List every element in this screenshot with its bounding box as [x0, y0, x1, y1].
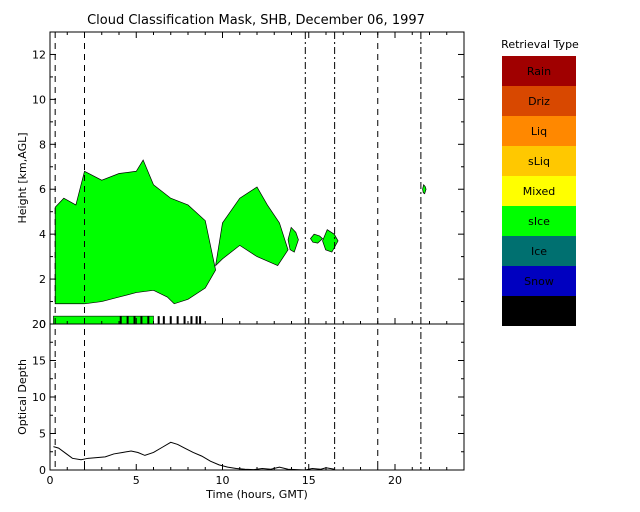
top-y-tick-label-3: 6	[39, 183, 46, 196]
top-y-tick-label-5: 10	[32, 93, 46, 106]
legend-swatch-snow	[502, 266, 576, 296]
legend-label-driz: Driz	[528, 95, 550, 108]
legend-label-sice: sIce	[528, 215, 550, 228]
bottom-x-tick-label-2: 10	[216, 474, 230, 487]
uncertain-mark-12	[199, 316, 202, 324]
uncertain-mark-0	[119, 316, 122, 324]
legend-swatch-rain	[502, 56, 576, 86]
legend-swatch-liq	[502, 116, 576, 146]
bottom-y-tick-label-3: 15	[32, 355, 46, 368]
cloud-patch-1	[310, 233, 324, 244]
legend-label-rain: Rain	[527, 65, 551, 78]
top-y-tick-label-4: 8	[39, 138, 46, 151]
bottom-y-axis-label: Optical Depth	[16, 359, 29, 435]
cloud-patch-2	[322, 229, 339, 253]
bottom-plot-frame	[49, 323, 465, 471]
optical-depth-line	[53, 441, 335, 470]
cloud-mass-extension	[215, 186, 289, 267]
legend-swatch-ice	[502, 236, 576, 266]
surface-band	[53, 315, 154, 324]
bottom-y-tick-label-2: 10	[32, 391, 46, 404]
x-axis-label: Time (hours, GMT)	[205, 488, 308, 501]
top-y-tick-label-0: 0	[39, 318, 46, 331]
legend-label-ice: Ice	[531, 245, 547, 258]
uncertain-mark-8	[176, 316, 179, 324]
bottom-x-tick-label-1: 5	[133, 474, 140, 487]
legend-label-sliq: sLiq	[528, 155, 550, 168]
bottom-y-tick-label-0: 0	[39, 464, 46, 477]
legend-label-mixed: Mixed	[523, 185, 555, 198]
legend-swatch-sice	[502, 206, 576, 236]
legend-swatch-uncrt	[502, 296, 576, 326]
uncertain-mark-6	[162, 316, 165, 324]
uncertain-mark-3	[140, 316, 143, 324]
legend-swatch-sliq	[502, 146, 576, 176]
uncertain-mark-7	[169, 316, 172, 324]
legend: Retrieval Type Rain Driz Liq sLiq Mixed sIce I…	[501, 38, 579, 326]
top-y-tick-label-6: 12	[32, 48, 46, 61]
legend-label-snow: Snow	[524, 275, 554, 288]
cloud-patch-0	[287, 226, 299, 253]
uncertain-mark-11	[195, 316, 198, 324]
top-y-tick-label-2: 4	[39, 228, 46, 241]
bottom-x-tick-label-3: 15	[302, 474, 316, 487]
cloud-patch-3	[422, 183, 427, 195]
uncertain-mark-4	[147, 316, 150, 324]
bottom-x-tick-label-0: 0	[47, 474, 54, 487]
bottom-y-tick-label-1: 5	[39, 428, 46, 441]
top-y-tick-label-1: 2	[39, 273, 46, 286]
top-y-axis-label: Height [km,AGL]	[16, 132, 29, 223]
legend-label-uncrt: Uncrt	[524, 305, 555, 318]
legend-title: Retrieval Type	[501, 38, 579, 51]
cloud-mask-panel: 0 2 4 6 8 10 12 Height [km,AGL]	[16, 31, 465, 331]
uncertain-mark-2	[133, 316, 136, 324]
legend-swatch-driz	[502, 86, 576, 116]
legend-swatch-mixed	[502, 176, 576, 206]
chart-title: Cloud Classification Mask, SHB, December…	[87, 13, 425, 28]
uncertain-mark-10	[190, 316, 193, 324]
bottom-y-tick-label-4: 20	[32, 318, 46, 331]
bottom-x-tick-label-4: 20	[388, 474, 402, 487]
cloud-mass-main	[54, 159, 216, 305]
uncertain-mark-9	[183, 316, 186, 324]
uncertain-mark-5	[157, 316, 160, 324]
uncertain-mark-1	[126, 316, 129, 324]
legend-label-liq: Liq	[531, 125, 547, 138]
